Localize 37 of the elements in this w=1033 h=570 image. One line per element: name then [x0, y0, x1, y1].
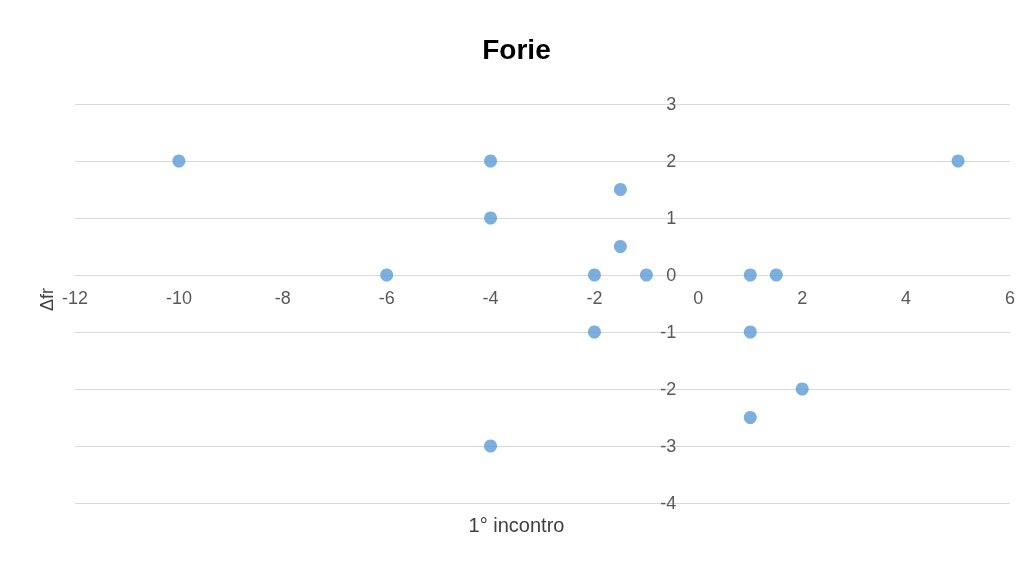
- x-tick-label: -10: [165, 288, 192, 308]
- x-tick-label: 2: [797, 288, 808, 308]
- point: [639, 268, 653, 282]
- point: [587, 268, 601, 282]
- point: [484, 211, 498, 225]
- x-tick-label: -2: [586, 288, 603, 308]
- point: [743, 268, 757, 282]
- y-tick-label: 1: [666, 208, 677, 228]
- x-tick-label: -8: [274, 288, 291, 308]
- point: [951, 154, 965, 168]
- x-tick-label: 4: [901, 288, 912, 308]
- x-tick-label: -6: [378, 288, 395, 308]
- y-tick-label: 2: [666, 151, 677, 171]
- y-tick-label: -1: [660, 322, 677, 342]
- x-axis-title: 1° incontro: [468, 514, 565, 536]
- chart-title: Forie: [482, 33, 551, 65]
- point: [743, 411, 757, 424]
- y-tick-label: -2: [660, 379, 677, 399]
- y-tick-label: 0: [666, 265, 677, 285]
- x-tick-label: 0: [693, 288, 704, 308]
- point: [769, 268, 783, 282]
- point: [380, 268, 394, 282]
- point: [613, 183, 627, 196]
- y-tick-label: -3: [660, 436, 677, 456]
- point: [613, 240, 627, 253]
- x-tick-label: 6: [1004, 288, 1016, 308]
- y-tick-label: 3: [666, 94, 677, 114]
- point: [484, 154, 498, 168]
- point: [172, 154, 186, 168]
- point: [743, 325, 757, 339]
- y-tick-label: -4: [660, 493, 677, 513]
- y-axis-title: Δfr: [37, 287, 57, 312]
- point: [587, 325, 601, 339]
- point: [795, 382, 809, 396]
- point: [484, 439, 498, 453]
- x-tick-label: -4: [482, 288, 499, 308]
- x-tick-label: -12: [61, 288, 89, 308]
